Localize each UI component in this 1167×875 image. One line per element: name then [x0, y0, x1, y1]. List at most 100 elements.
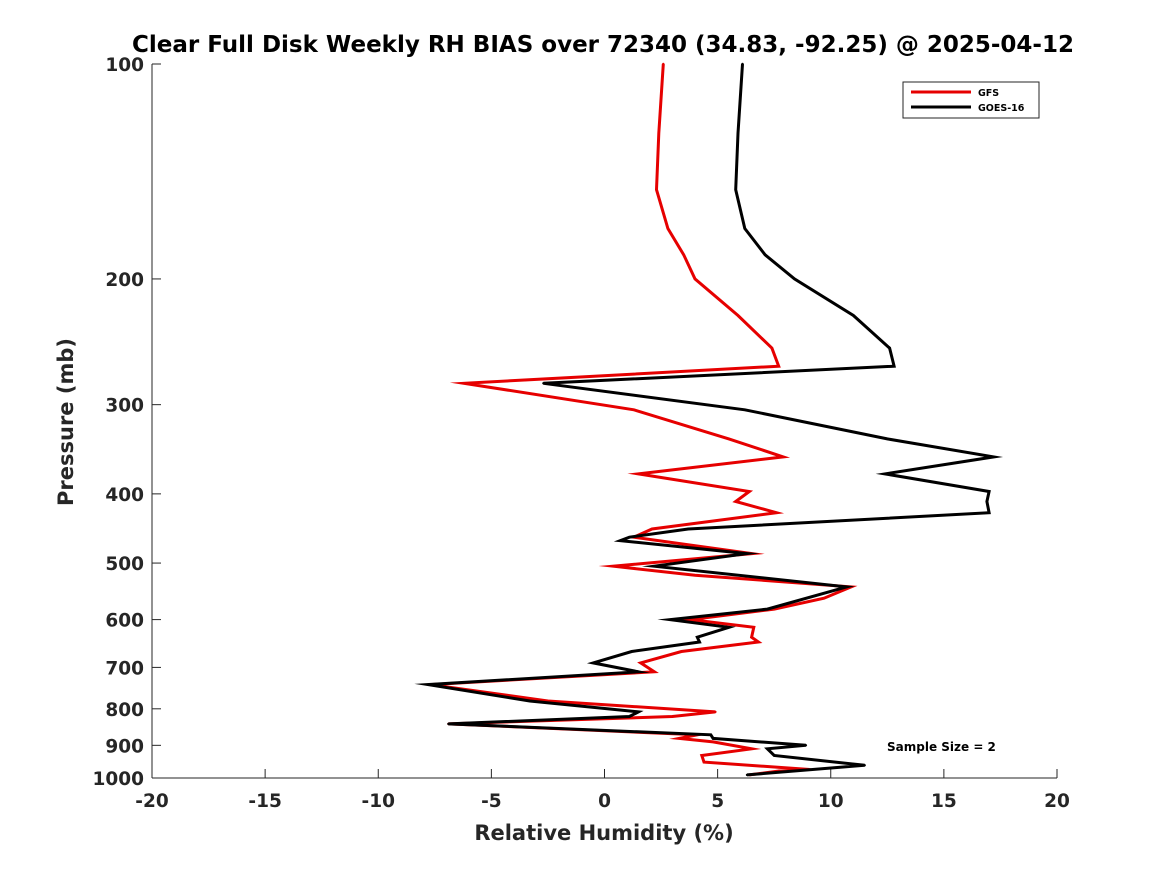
- y-tick-label: 700: [105, 658, 144, 679]
- data-point-goes-16: [687, 527, 690, 531]
- data-point-goes-16: [628, 715, 631, 718]
- x-tick-label: 5: [711, 791, 724, 812]
- data-point-goes-16: [711, 737, 715, 740]
- data-point-gfs: [822, 597, 826, 600]
- data-point-goes-16: [542, 382, 545, 385]
- data-point-goes-16: [426, 683, 430, 686]
- data-point-gfs: [655, 188, 658, 191]
- data-point-goes-16: [592, 661, 595, 665]
- data-point-goes-16: [619, 539, 622, 542]
- y-tick-label: 100: [105, 55, 144, 76]
- data-point-goes-16: [736, 132, 740, 135]
- data-point-goes-16: [743, 408, 746, 411]
- x-axis-label: Relative Humidity (%): [474, 821, 733, 845]
- data-point-goes-16: [888, 346, 891, 350]
- data-point-goes-16: [992, 455, 995, 459]
- data-point-gfs: [795, 767, 798, 770]
- data-point-goes-16: [743, 227, 746, 230]
- x-tick-label: 0: [598, 791, 611, 812]
- data-point-gfs: [666, 227, 670, 230]
- y-tick-label: 1000: [93, 769, 145, 790]
- data-point-goes-16: [886, 437, 889, 441]
- data-point-goes-16: [852, 314, 855, 317]
- y-tick-label: 800: [105, 700, 144, 721]
- x-tick-label: -20: [135, 791, 168, 812]
- series-layer: [414, 62, 1004, 777]
- y-tick-label: 200: [105, 270, 144, 291]
- data-point-gfs: [612, 565, 615, 568]
- data-point-goes-16: [883, 472, 887, 476]
- data-point-goes-16: [845, 585, 848, 589]
- data-point-goes-16: [766, 607, 769, 611]
- data-point-gfs: [711, 740, 715, 744]
- data-point-gfs: [757, 640, 760, 644]
- data-point-gfs: [727, 437, 731, 441]
- y-tick-label: 600: [105, 611, 144, 632]
- data-point-gfs: [678, 737, 681, 740]
- data-point-gfs: [775, 511, 778, 514]
- legend-label-goes-16: GOES-16: [978, 103, 1025, 114]
- x-tick-label: 10: [818, 791, 844, 812]
- data-point-goes-16: [698, 640, 701, 644]
- data-point-goes-16: [734, 188, 737, 191]
- data-point-gfs: [750, 636, 753, 639]
- data-point-gfs: [770, 346, 774, 350]
- data-point-gfs: [748, 490, 751, 493]
- legend: GFS GOES-16: [902, 81, 1040, 119]
- data-point-gfs: [702, 760, 706, 764]
- y-axis-label: Pressure (mb): [54, 338, 78, 506]
- data-point-gfs: [782, 455, 785, 459]
- data-point-goes-16: [745, 552, 749, 555]
- data-point-goes-16: [653, 565, 656, 568]
- data-point-goes-16: [741, 62, 744, 66]
- data-point-goes-16: [763, 253, 767, 256]
- data-point-goes-16: [637, 710, 640, 714]
- data-point-goes-16: [745, 773, 749, 777]
- y-tick-label: 400: [105, 485, 144, 506]
- data-point-gfs: [632, 408, 636, 411]
- data-point-goes-16: [528, 699, 531, 703]
- data-point-gfs: [639, 661, 642, 665]
- data-point-goes-16: [727, 626, 731, 629]
- data-point-gfs: [752, 626, 755, 629]
- data-point-goes-16: [447, 722, 450, 726]
- data-point-goes-16: [987, 490, 991, 493]
- data-point-gfs: [693, 574, 697, 577]
- y-tick-label: 900: [105, 736, 144, 757]
- data-point-gfs: [714, 710, 717, 714]
- y-tick-label: 300: [105, 396, 144, 417]
- y-tick-label: 500: [105, 554, 144, 575]
- sample-size-annotation: Sample Size = 2: [887, 740, 996, 754]
- axes: -20 -15 -10 -5 0 5 10 15 20 100 200 300 400 500 600 700…: [93, 55, 1070, 812]
- data-point-goes-16: [766, 747, 769, 750]
- data-point-goes-16: [628, 536, 631, 539]
- data-point-gfs: [637, 472, 640, 476]
- x-tick-label: -10: [362, 791, 395, 812]
- data-point-goes-16: [696, 636, 699, 639]
- x-tick-label: -15: [248, 791, 281, 812]
- data-point-gfs: [657, 132, 660, 135]
- x-tick-label: -5: [481, 791, 502, 812]
- data-point-goes-16: [773, 754, 776, 757]
- data-point-goes-16: [793, 277, 796, 281]
- x-tick-label: 20: [1044, 791, 1070, 812]
- data-point-goes-16: [709, 733, 712, 736]
- chart-title: Clear Full Disk Weekly RH BIAS over 7234…: [132, 32, 1074, 58]
- data-point-goes-16: [804, 744, 808, 747]
- data-point-gfs: [700, 754, 703, 757]
- data-point-gfs: [777, 365, 780, 368]
- data-point-gfs: [693, 277, 697, 281]
- data-point-goes-16: [630, 650, 633, 653]
- data-point-gfs: [736, 314, 740, 317]
- data-point-gfs: [662, 62, 665, 66]
- data-point-gfs: [671, 715, 674, 718]
- data-point-gfs: [734, 500, 737, 503]
- legend-label-gfs: GFS: [978, 88, 999, 99]
- x-tick-label: 15: [931, 791, 957, 812]
- data-point-goes-16: [985, 500, 989, 503]
- data-point-gfs: [463, 382, 466, 385]
- data-point-gfs: [680, 650, 683, 653]
- data-point-goes-16: [987, 511, 991, 514]
- data-point-goes-16: [668, 618, 672, 621]
